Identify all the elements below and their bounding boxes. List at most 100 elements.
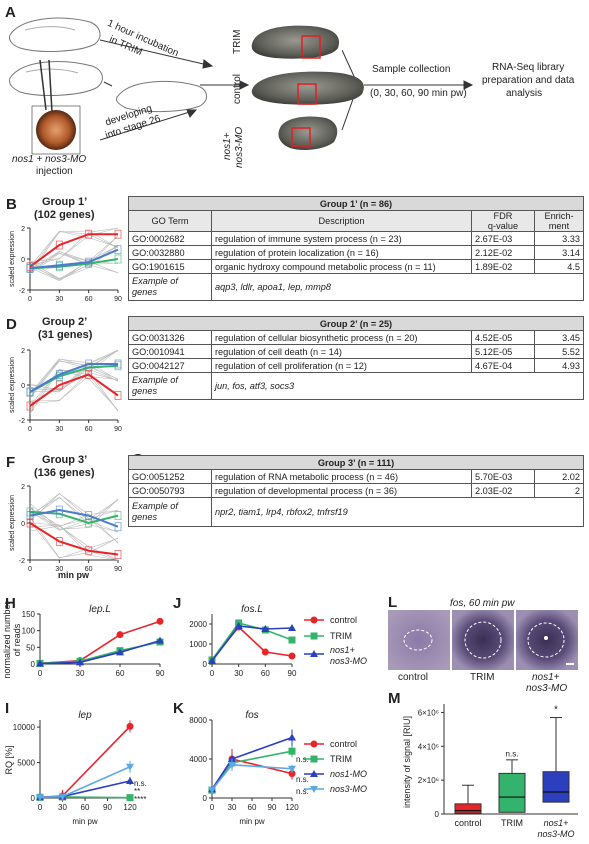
box [542, 771, 570, 803]
tick-label: 30 [76, 669, 85, 678]
tick-label: 150 [22, 610, 36, 619]
data-point [36, 794, 44, 802]
gene-trace [29, 516, 119, 558]
legend-label: TRIM [330, 754, 352, 764]
y-axis-label: of reads [12, 623, 22, 656]
data-point [116, 631, 124, 639]
gene-trace [29, 493, 119, 544]
table-row: GO:0002682 regulation of immune system pr… [128, 231, 584, 246]
box-marker [85, 359, 93, 369]
go-table-group-2: Group 2’ (n = 25) GO:0031326 regulation o… [128, 316, 584, 400]
tick-label: 8000 [189, 716, 207, 725]
table-row: GO:0051252 regulation of RNA metabolic pr… [128, 469, 584, 484]
box-marker [85, 257, 93, 267]
tick-label: 30 [55, 426, 63, 433]
series-line [39, 639, 161, 665]
data-point [288, 747, 296, 755]
condition-trim: TRIM [232, 29, 243, 54]
x-axis-label: min pw [239, 817, 265, 826]
gene-trace [29, 230, 119, 267]
gene-trace [29, 244, 119, 281]
data-point [310, 786, 318, 793]
chart-title: fos [245, 710, 258, 721]
tick-label: 90 [156, 669, 165, 678]
panel-l-images [388, 610, 578, 670]
col-description: Description [211, 210, 472, 232]
group-d-title: Group 2’ [42, 316, 88, 328]
panel-label-d: D [6, 316, 17, 333]
box-marker [26, 387, 34, 397]
tick-label: 60 [81, 803, 90, 812]
tick-label: 0 [31, 794, 36, 803]
rnaseq-line1: RNA-Seq library [492, 62, 565, 73]
tick-label: 0 [28, 296, 32, 303]
tick-label: 30 [58, 803, 67, 812]
tick-label: 0 [21, 521, 25, 528]
panel-l-label-trim: TRIM [470, 672, 495, 683]
tick-label: 0 [210, 803, 215, 812]
gene-trace [29, 360, 119, 395]
group-f-subtitle: (136 genes) [34, 467, 95, 479]
injection-label-1: nos1 + nos3-MO [12, 154, 87, 165]
significance-label: n.s. [296, 787, 309, 796]
y-axis-label: scaled expression [9, 231, 16, 287]
example-genes-row: Example of genes jun, fos, atf3, socs3 [128, 372, 584, 400]
rnaseq-line3: analysis [506, 88, 543, 99]
box-marker [114, 229, 122, 239]
data-point [288, 652, 296, 660]
legend-label: control [330, 739, 357, 749]
category-label: control [454, 818, 481, 828]
tick-label: 90 [268, 803, 277, 812]
panel-label-i: I [5, 700, 10, 717]
tick-label: 0 [435, 810, 440, 819]
series-line [29, 522, 119, 556]
y-axis-label: intensity of signal [RIU] [402, 716, 412, 808]
box [498, 772, 526, 813]
box-marker [85, 229, 93, 239]
tick-label: 0 [38, 669, 43, 678]
gene-trace [29, 349, 119, 392]
data-point [234, 622, 243, 629]
tick-label: 30 [234, 669, 243, 678]
gene-trace [29, 360, 119, 399]
gene-trace [29, 251, 119, 274]
box-marker [26, 263, 34, 273]
condition-mo-1: nos1+ [222, 132, 233, 160]
tick-label: 60 [116, 669, 125, 678]
chart-fos-qpcr: 0 4000 8000 0 30 60 90 120 fos min pw n.s. n.s. n.s.… [189, 710, 367, 826]
injection-label-2: injection [36, 166, 73, 177]
box-marker [114, 550, 122, 559]
gene-trace [29, 524, 119, 561]
panel-l-label-mo1: nos1+ [532, 672, 560, 683]
significance-label: n.s. [296, 755, 309, 764]
chart-fos-l: 0 1000 2000 0 30 60 90 fos.L control TRIM nos1+nos… [189, 604, 367, 678]
min-pw-label-f: min pw [58, 570, 89, 580]
tick-label: 30 [55, 296, 63, 303]
series-line [29, 509, 119, 528]
data-point [310, 632, 318, 640]
tick-label: 0 [28, 426, 32, 433]
panel-l-title: fos, 60 min pw [450, 598, 515, 609]
category-label: nos1+ [544, 818, 569, 828]
gene-trace [29, 369, 119, 411]
panel-label-j: J [173, 595, 182, 612]
box [454, 803, 482, 814]
tick-label: -2 [19, 558, 25, 565]
tick-label: 0 [203, 660, 208, 669]
example-genes-row: Example of genes aqp3, ldlr, apoa1, lep, m… [128, 273, 584, 301]
gene-trace [29, 520, 119, 559]
significance-label: n.s. [134, 779, 147, 788]
data-point [310, 616, 318, 624]
tick-label: 120 [285, 803, 299, 812]
group-d-subtitle: (31 genes) [38, 329, 93, 341]
box-marker [55, 260, 63, 270]
group-b-subtitle: (102 genes) [34, 209, 95, 221]
data-point [288, 770, 296, 778]
box-marker [114, 254, 122, 264]
data-point [36, 659, 44, 667]
embryo-photo-control [251, 71, 364, 105]
series-line [211, 625, 293, 662]
tick-label: 2 [21, 226, 25, 233]
